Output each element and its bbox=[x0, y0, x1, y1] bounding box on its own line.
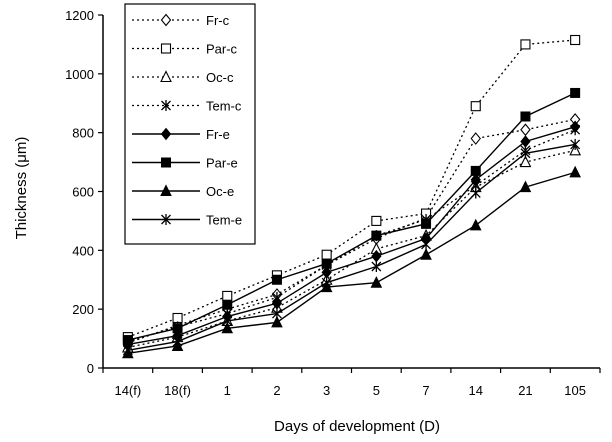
legend-marker bbox=[160, 127, 172, 141]
x-axis: 14(f) 18(f) 1 2 3 5 7 14 21 105 bbox=[102, 368, 601, 398]
legend-marker bbox=[160, 43, 172, 54]
data-point bbox=[470, 173, 481, 187]
data-point bbox=[221, 321, 234, 334]
data-point bbox=[421, 218, 432, 229]
data-point bbox=[519, 180, 532, 193]
series-par-e bbox=[122, 87, 581, 346]
y-tick-label: 1000 bbox=[65, 67, 94, 82]
y-tick-label: 400 bbox=[72, 243, 94, 258]
data-point bbox=[271, 308, 282, 320]
data-point bbox=[519, 155, 532, 168]
data-point bbox=[570, 138, 581, 150]
data-point bbox=[222, 315, 233, 327]
x-tick-label: 1 bbox=[224, 383, 231, 398]
data-point bbox=[370, 276, 383, 288]
legend-label: Fr-e bbox=[206, 127, 230, 142]
data-point bbox=[470, 165, 481, 176]
y-tick-label: 0 bbox=[87, 361, 94, 376]
legend-item: Oc-c bbox=[132, 70, 234, 85]
legend-marker bbox=[161, 214, 171, 225]
series-line bbox=[127, 39, 576, 338]
data-point bbox=[570, 34, 581, 46]
x-tick-label: 18(f) bbox=[164, 383, 191, 398]
series-oc-e bbox=[122, 165, 581, 359]
legend-label: Oc-e bbox=[206, 184, 234, 199]
legend-marker bbox=[160, 70, 172, 83]
data-point bbox=[520, 135, 531, 148]
legend-label: Tem-c bbox=[206, 99, 242, 114]
legend-label: Par-c bbox=[206, 42, 238, 57]
data-point bbox=[122, 335, 133, 346]
x-tick-label: 14(f) bbox=[114, 383, 141, 398]
x-tick-label: 21 bbox=[518, 383, 532, 398]
data-point bbox=[321, 277, 332, 289]
legend-item: Fr-c bbox=[132, 13, 230, 28]
series-line bbox=[127, 143, 576, 352]
series-layer bbox=[121, 34, 582, 359]
x-tick-label: 105 bbox=[564, 383, 586, 398]
data-point bbox=[271, 315, 283, 328]
x-tick-label: 3 bbox=[323, 383, 330, 398]
legend-item: Tem-e bbox=[132, 213, 242, 228]
data-point bbox=[371, 261, 382, 273]
data-point bbox=[470, 101, 481, 112]
y-axis-label: Thickness (μm) bbox=[13, 137, 30, 240]
data-point bbox=[271, 274, 282, 285]
data-point bbox=[172, 323, 183, 334]
data-point bbox=[469, 218, 482, 231]
data-point bbox=[421, 238, 432, 250]
data-point bbox=[172, 312, 183, 324]
data-point bbox=[122, 344, 133, 356]
data-point bbox=[570, 120, 581, 134]
series-line bbox=[127, 129, 576, 343]
series-tem-e bbox=[122, 138, 581, 356]
legend-item: Fr-e bbox=[132, 127, 230, 142]
legend-item: Oc-e bbox=[132, 184, 234, 199]
series-line bbox=[127, 171, 576, 354]
x-tick-label: 7 bbox=[422, 383, 429, 398]
x-tick-label: 2 bbox=[273, 383, 280, 398]
legend-label: Tem-e bbox=[206, 213, 242, 228]
data-point bbox=[321, 249, 332, 260]
legend-item: Par-c bbox=[132, 42, 238, 57]
series-line bbox=[127, 92, 576, 341]
x-tick-label: 5 bbox=[373, 383, 380, 398]
legend-marker bbox=[161, 100, 171, 111]
data-point bbox=[420, 248, 432, 260]
legend: Fr-c Par-c Oc-c Tem-c Fr-e Par-e Oc-e Tem-e bbox=[124, 3, 256, 245]
legend-label: Par-e bbox=[206, 156, 238, 171]
data-point bbox=[520, 147, 531, 159]
data-point bbox=[222, 290, 233, 301]
legend-marker bbox=[160, 13, 172, 27]
y-axis: 0 200 400 600 800 1000 1200 bbox=[65, 8, 103, 376]
data-point bbox=[371, 230, 382, 241]
data-point bbox=[520, 39, 531, 50]
data-point bbox=[371, 215, 382, 226]
data-point bbox=[520, 111, 531, 122]
legend-item: Par-e bbox=[132, 156, 238, 171]
legend-item: Tem-c bbox=[132, 99, 242, 114]
legend-box bbox=[124, 3, 256, 245]
series-line bbox=[127, 126, 576, 346]
data-point bbox=[321, 258, 332, 269]
data-point bbox=[570, 87, 581, 98]
y-tick-label: 600 bbox=[72, 185, 94, 200]
x-tick-label: 14 bbox=[469, 383, 483, 398]
data-point bbox=[520, 123, 531, 137]
y-tick-label: 800 bbox=[72, 126, 94, 141]
data-point bbox=[222, 299, 233, 310]
y-tick-label: 1200 bbox=[65, 8, 94, 23]
legend-label: Oc-c bbox=[206, 70, 234, 85]
data-point bbox=[172, 336, 183, 348]
data-point bbox=[271, 296, 283, 310]
legend-marker bbox=[161, 157, 171, 168]
data-point bbox=[470, 132, 481, 145]
data-point bbox=[470, 187, 481, 199]
legend-marker bbox=[160, 184, 172, 196]
legend-label: Fr-c bbox=[206, 13, 230, 28]
x-axis-label: Days of development (D) bbox=[274, 418, 440, 435]
y-tick-label: 200 bbox=[72, 302, 94, 317]
data-point bbox=[569, 165, 581, 178]
